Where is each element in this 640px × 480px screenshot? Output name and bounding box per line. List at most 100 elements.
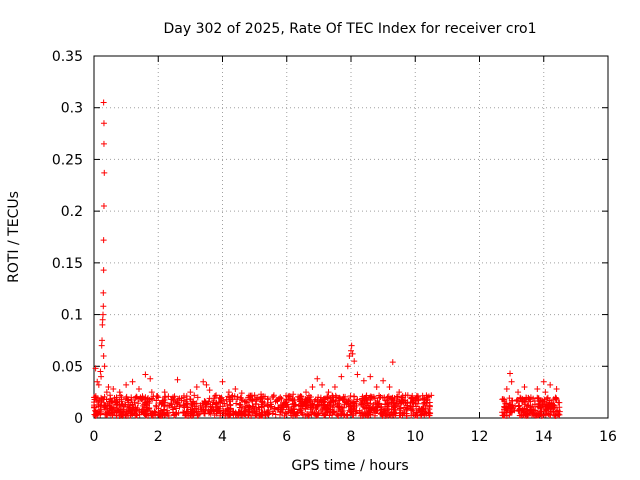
- data-point: [521, 383, 528, 390]
- data-point: [409, 394, 416, 401]
- data-point: [512, 402, 519, 409]
- data-point: [98, 399, 105, 406]
- data-points: [91, 99, 563, 419]
- data-point: [119, 408, 126, 415]
- data-point: [156, 399, 163, 406]
- data-point: [547, 381, 554, 388]
- data-point: [187, 389, 194, 396]
- data-point: [506, 395, 513, 402]
- data-point: [306, 412, 313, 419]
- data-point: [515, 389, 522, 396]
- data-point: [152, 402, 159, 409]
- data-point: [323, 404, 330, 411]
- y-tick-label: 0.05: [52, 359, 83, 375]
- data-point: [106, 398, 113, 405]
- data-point: [356, 409, 363, 416]
- data-point: [367, 400, 374, 407]
- data-point: [180, 394, 187, 401]
- data-point: [213, 392, 220, 399]
- data-point: [165, 402, 172, 409]
- data-point: [352, 409, 359, 416]
- data-point: [424, 394, 431, 401]
- data-point: [331, 383, 338, 390]
- data-point: [153, 397, 160, 404]
- data-point: [191, 405, 198, 412]
- data-point: [135, 386, 142, 393]
- data-point: [319, 381, 326, 388]
- x-tick-label: 2: [154, 429, 163, 445]
- data-point: [532, 408, 539, 415]
- data-point: [103, 389, 110, 396]
- data-point: [303, 397, 310, 404]
- data-point: [534, 386, 541, 393]
- data-point: [524, 412, 531, 419]
- data-point: [276, 411, 283, 418]
- data-point: [107, 392, 114, 399]
- data-point: [364, 411, 371, 418]
- data-point: [127, 407, 134, 414]
- data-point: [338, 373, 345, 380]
- data-point: [288, 412, 295, 419]
- data-point: [381, 394, 388, 401]
- data-point: [253, 398, 260, 405]
- data-point: [349, 399, 356, 406]
- data-point: [187, 396, 194, 403]
- data-point: [311, 410, 318, 417]
- data-point: [504, 406, 511, 413]
- data-point: [365, 404, 372, 411]
- data-point: [113, 394, 120, 401]
- data-point: [354, 396, 361, 403]
- data-point: [199, 407, 206, 414]
- data-point: [213, 408, 220, 415]
- data-point: [255, 404, 262, 411]
- data-point: [404, 399, 411, 406]
- data-point: [148, 395, 155, 402]
- data-point: [386, 383, 393, 390]
- data-point: [348, 342, 355, 349]
- data-point: [103, 396, 110, 403]
- data-point: [353, 407, 360, 414]
- data-point: [339, 396, 346, 403]
- data-point: [344, 363, 351, 370]
- data-point: [233, 400, 240, 407]
- data-point: [390, 408, 397, 415]
- data-point: [113, 412, 120, 419]
- data-point: [345, 401, 352, 408]
- data-point: [515, 406, 522, 413]
- data-point: [238, 390, 245, 397]
- data-point: [421, 399, 428, 406]
- data-point: [293, 410, 300, 417]
- data-point: [155, 394, 162, 401]
- data-point: [268, 403, 275, 410]
- data-point: [397, 400, 404, 407]
- data-point: [184, 404, 191, 411]
- data-point: [148, 389, 155, 396]
- x-axis-label: GPS time / hours: [291, 458, 408, 474]
- data-point: [162, 399, 169, 406]
- data-point: [133, 412, 140, 419]
- data-point: [334, 412, 341, 419]
- data-point: [509, 402, 516, 409]
- data-point: [378, 409, 385, 416]
- data-point: [507, 370, 514, 377]
- data-point: [418, 412, 425, 419]
- data-point: [527, 406, 534, 413]
- data-point: [414, 400, 421, 407]
- data-point: [552, 412, 559, 419]
- data-point: [195, 411, 202, 418]
- data-point: [325, 389, 332, 396]
- data-point: [207, 410, 214, 417]
- data-point: [100, 202, 107, 209]
- data-point: [188, 400, 195, 407]
- data-point: [373, 383, 380, 390]
- data-point: [100, 303, 107, 310]
- data-point: [389, 359, 396, 366]
- data-point: [132, 395, 139, 402]
- data-point: [234, 396, 241, 403]
- data-point: [345, 400, 352, 407]
- data-point: [427, 410, 434, 417]
- data-point: [243, 399, 250, 406]
- data-point: [303, 389, 310, 396]
- data-point: [277, 394, 284, 401]
